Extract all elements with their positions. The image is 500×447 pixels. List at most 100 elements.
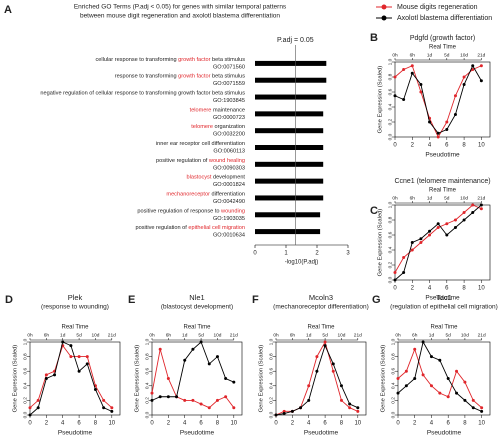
term-part: growth factor [178,74,210,80]
term-part: development [211,175,245,181]
series-point [183,358,187,362]
panel-letter: A [4,4,12,16]
bar [255,60,327,66]
term-part: epithelial cell migration [188,226,245,232]
x2-tick-label: 1d [182,332,188,338]
series-point [410,71,414,75]
series-point [402,256,406,259]
y-tick-label: 0.2 [390,397,396,404]
x2-tick-label: 1d [429,332,435,338]
x2-tick-label: 6h [44,332,50,338]
series-point [393,75,397,79]
x2-tick-label: 21d [230,332,238,338]
x-tick-label: 6 [199,421,203,427]
x-tick-label: 6 [323,421,327,427]
x2-tick-label: 10d [461,332,469,338]
x2-tick-label: 1d [60,332,66,338]
bar [255,212,321,218]
panel-title: Tac1 [436,293,452,302]
series-point [471,203,475,207]
x2-tick-label: 21d [477,52,485,58]
x2-tick-label: 1d [306,332,312,338]
series-point [419,90,423,94]
x-axis-label: Pseudotime [58,430,93,437]
series-point [446,395,450,399]
y-tick-label: 0.6 [387,231,393,238]
series-point [166,377,170,380]
x-tick-label: 1 [284,251,288,257]
term-part: telomere [191,125,213,131]
x2-axis-label: Real Time [429,45,457,51]
x-tick-label: 3 [346,251,350,257]
y-tick-label: 0.6 [268,368,274,375]
series-point [393,278,397,282]
series-point [419,83,423,86]
term-part: positive regulation of [156,158,209,164]
x2-tick-label: 6h [166,332,172,338]
term-part: positive regulation of [136,226,189,232]
panel-subtitle: (mechanoreceptor differentiation) [273,304,369,311]
series-point [215,355,219,359]
series-point [102,398,106,402]
y-tick-label: 1.0 [390,338,396,345]
x2-tick-label: 5d [444,52,450,58]
panel-subtitle: (response to wounding) [41,304,109,311]
plot-frame [397,341,491,416]
series-line [394,204,482,281]
x-tick-label: 10 [478,286,485,292]
panel-title: Mcoln3 [309,293,333,302]
bar [255,94,327,100]
bar [255,128,324,134]
go-id: GO:0090303 [213,165,245,171]
panel-title: Pdgfd (growth factor) [410,35,475,42]
x-tick-label: 2 [411,143,415,149]
series-point [44,377,48,380]
x-tick-label: 6 [445,143,449,149]
series-point [290,409,294,413]
series-point [455,369,459,373]
legend-label: Mouse digits regeneration [397,4,478,11]
x2-axis-label: Real Time [183,325,211,331]
series-line [394,65,482,138]
series-point [479,207,483,211]
series-point [404,369,408,373]
go-id: GO:1903845 [213,98,245,104]
plot-frame [394,204,491,281]
series-point [232,406,236,410]
x-axis-label: Pseudotime [425,152,460,159]
y-tick-label: 0.4 [390,382,396,389]
series-point [453,94,457,98]
series-point [207,406,211,410]
series-point [36,398,40,402]
x-tick-label: 8 [216,421,220,427]
x-tick-label: 0 [274,421,278,427]
series-point [199,402,203,406]
x2-tick-label: 5d [198,332,204,338]
series-point [331,369,335,373]
panel-letter: G [372,294,381,306]
y-tick-label: 0.4 [22,382,28,389]
series-point [428,233,432,237]
x-tick-label: 0 [393,286,397,292]
series-point [339,384,343,388]
x-tick-label: 8 [462,286,466,292]
y-tick-label: 0.8 [144,353,150,360]
x-tick-label: 4 [430,421,434,427]
series-point [36,406,40,410]
series-point [356,409,360,413]
series-point [158,347,162,351]
panel-title: Nle1 [189,293,204,302]
y-tick-label: 0.8 [387,73,393,80]
x-tick-label: 2 [315,251,319,257]
series-point [429,355,433,359]
y-tick-label: 0.0 [268,411,274,418]
term-label: negative regulation of cellular response… [40,91,245,97]
series-point [471,211,475,214]
x2-tick-label: 10d [213,332,221,338]
series-point [455,391,459,395]
y-tick-label: 0.0 [387,133,393,140]
x2-tick-label: 0h [392,52,398,58]
series-point [471,64,475,68]
series-point [479,79,483,83]
term-part: organization [213,125,245,131]
